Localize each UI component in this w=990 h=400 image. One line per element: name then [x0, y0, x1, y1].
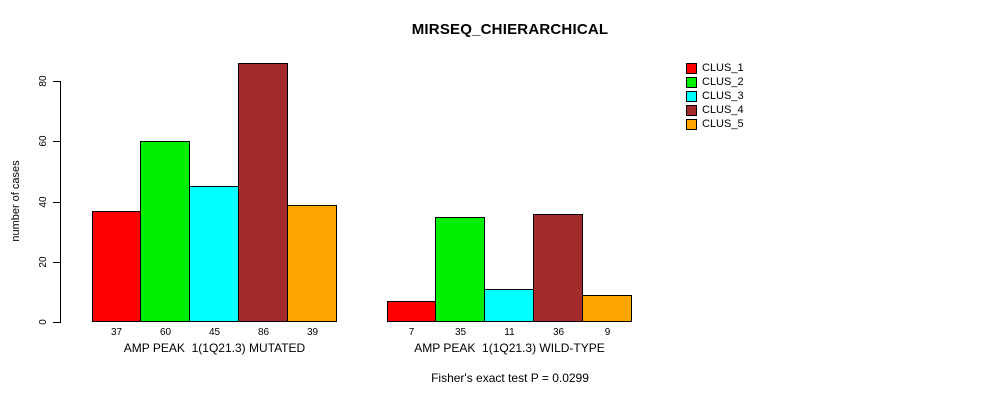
legend-swatch-icon: [686, 104, 697, 116]
bar-value-label: 37: [110, 327, 123, 338]
bar-clus_2-group1: [140, 141, 190, 322]
bar-value-label: 60: [159, 327, 172, 338]
legend-swatch-icon: [686, 76, 697, 88]
legend-label: CLUS_1: [702, 62, 744, 74]
legend-label: CLUS_2: [702, 76, 744, 88]
y-tick: [53, 81, 60, 82]
y-tick-label: 0: [38, 319, 49, 325]
bar-clus_1-group2: [387, 301, 436, 322]
y-tick: [53, 141, 60, 142]
bar-clus_5-group1: [287, 205, 337, 322]
bar-value-label: 35: [454, 327, 467, 338]
legend-item-clus_3: CLUS_3: [686, 89, 744, 103]
y-tick-label: 80: [38, 75, 49, 87]
y-tick: [53, 262, 60, 263]
y-axis: [60, 81, 61, 323]
y-tick: [53, 202, 60, 203]
legend-swatch-icon: [686, 62, 697, 74]
y-tick-label: 60: [38, 135, 49, 147]
bar-clus_4-group1: [238, 63, 288, 322]
bar-value-label: 11: [504, 327, 515, 338]
pvalue-annotation: Fisher's exact test P = 0.0299: [431, 371, 589, 385]
legend-item-clus_1: CLUS_1: [686, 61, 744, 75]
y-tick-label: 40: [38, 196, 49, 208]
bar-clus_3-group2: [484, 289, 534, 322]
bar-clus_5-group2: [582, 295, 632, 322]
legend-swatch-icon: [686, 90, 697, 102]
bar-value-label: 86: [257, 327, 270, 338]
bar-clus_3-group1: [189, 186, 239, 322]
bar-value-label: 7: [408, 327, 415, 338]
legend-label: CLUS_4: [702, 104, 744, 116]
y-tick-label: 20: [38, 256, 49, 268]
bar-value-label: 39: [306, 327, 319, 338]
legend-item-clus_4: CLUS_4: [686, 103, 744, 117]
bar-clus_4-group2: [533, 214, 583, 322]
legend: CLUS_1 CLUS_2 CLUS_3 CLUS_4 CLUS_5: [686, 61, 744, 131]
bar-value-label: 9: [604, 327, 611, 338]
bar-clus_1-group1: [92, 211, 141, 322]
y-tick: [53, 322, 60, 323]
legend-label: CLUS_5: [702, 118, 744, 130]
legend-label: CLUS_3: [702, 90, 744, 102]
bar-value-label: 36: [552, 327, 565, 338]
bar-clus_2-group2: [435, 217, 485, 322]
legend-item-clus_5: CLUS_5: [686, 117, 744, 131]
legend-swatch-icon: [686, 118, 697, 130]
chart-title: MIRSEQ_CHIERARCHICAL: [411, 21, 609, 38]
group-label: AMP PEAK 1(1Q21.3) WILD-TYPE: [414, 341, 605, 355]
bar-value-label: 45: [208, 327, 221, 338]
y-axis-label: number of cases: [10, 160, 22, 242]
group-label: AMP PEAK 1(1Q21.3) MUTATED: [123, 341, 306, 355]
legend-item-clus_2: CLUS_2: [686, 75, 744, 89]
